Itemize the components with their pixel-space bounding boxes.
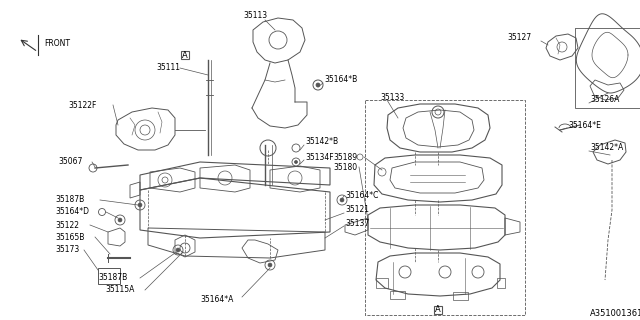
Text: 35164*B: 35164*B	[324, 76, 357, 84]
Text: A: A	[435, 306, 441, 315]
Circle shape	[138, 203, 142, 207]
Circle shape	[176, 248, 180, 252]
Circle shape	[340, 198, 344, 202]
Bar	[181, 51, 189, 59]
Text: 35173: 35173	[55, 245, 79, 254]
Text: 35187B: 35187B	[55, 196, 84, 204]
Text: 35164*D: 35164*D	[55, 207, 89, 217]
Text: 35142*A: 35142*A	[590, 143, 623, 153]
Bar	[434, 306, 442, 314]
Text: A351001361: A351001361	[590, 309, 640, 318]
Text: 35115A: 35115A	[105, 285, 134, 294]
Text: 35142*B: 35142*B	[305, 138, 338, 147]
Text: 35164*C: 35164*C	[345, 191, 378, 201]
Circle shape	[118, 218, 122, 222]
Bar	[376, 278, 388, 288]
Circle shape	[268, 263, 272, 267]
Text: 35133: 35133	[380, 92, 404, 101]
Text: 35122: 35122	[55, 220, 79, 229]
Bar	[497, 278, 505, 288]
Text: 35126A: 35126A	[590, 95, 620, 105]
Text: 35187B: 35187B	[98, 274, 127, 283]
Circle shape	[316, 83, 320, 87]
Bar	[453, 292, 468, 300]
Text: 35189: 35189	[334, 153, 358, 162]
Text: 35164*E: 35164*E	[568, 121, 601, 130]
Text: 35134F: 35134F	[305, 153, 333, 162]
Text: A: A	[182, 51, 188, 60]
Text: 35122F: 35122F	[68, 100, 97, 109]
Text: 35164*A: 35164*A	[200, 295, 234, 305]
Bar	[575, 28, 640, 108]
Bar	[390, 291, 405, 299]
Text: 35113: 35113	[243, 11, 267, 20]
Bar	[98, 268, 120, 284]
Text: 35111: 35111	[156, 63, 180, 73]
Text: 35180: 35180	[334, 163, 358, 172]
Text: 35165B: 35165B	[55, 233, 84, 242]
Bar	[365, 100, 525, 315]
Text: 35121: 35121	[345, 205, 369, 214]
Text: 35127: 35127	[507, 34, 531, 43]
Text: 35137: 35137	[345, 219, 369, 228]
Circle shape	[294, 161, 298, 164]
Text: 35067: 35067	[58, 157, 83, 166]
Text: FRONT: FRONT	[44, 39, 70, 49]
